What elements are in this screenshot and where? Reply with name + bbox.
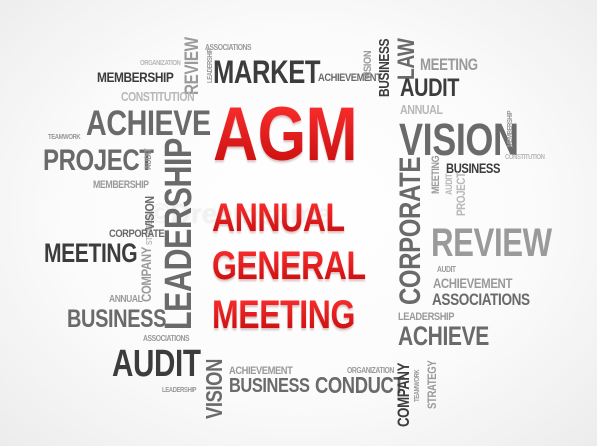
word-meeting-main: MEETING (212, 293, 355, 337)
word-vision-right: VISION (399, 114, 519, 165)
word-review-right: REVIEW (431, 221, 552, 265)
word-audit-vert-right: AUDIT (444, 173, 454, 195)
word-constitution-left: CONSTITUTION (121, 89, 195, 104)
word-audit-small-left: AUDIT (143, 148, 153, 170)
word-business-right: BUSINESS (446, 160, 501, 176)
word-annual-right: ANNUAL (400, 102, 443, 117)
word-company-right: COMPANY (394, 362, 413, 427)
word-organization-bottom: ORGANIZATION (347, 366, 394, 375)
word-general-main: GENERAL (212, 244, 366, 288)
word-annual-main: ANNUAL (212, 196, 345, 240)
word-agm: AGM (213, 92, 358, 177)
word-business-bottom: BUSINESS (229, 375, 310, 397)
word-project-vert-right: PROJECT (454, 172, 468, 216)
word-membership-right: MEMBERSHIP (507, 110, 514, 147)
word-leadership-right: LEADERSHIP (398, 311, 455, 323)
word-annual-left: ANNUAL (109, 294, 143, 305)
word-vision-top-right: VISION (362, 50, 374, 80)
word-conduct-bottom: CONDUCT (315, 372, 405, 398)
word-achievement-right: ACHIEVEMENT (433, 275, 513, 291)
word-business-left: BUSINESS (67, 305, 167, 333)
word-achieve-right: ACHIEVE (398, 321, 489, 351)
word-meeting-vert-right: MEETING (430, 155, 442, 194)
word-organization-top: ORGANIZATION (140, 60, 181, 67)
word-corporate-right: CORPORATE (394, 157, 427, 305)
word-constitution-right: CONSTITUTION (505, 154, 545, 161)
word-audit-right: AUDIT (400, 74, 460, 102)
word-teamwork-left: TEAMWORK (48, 134, 81, 141)
word-meeting-left: MEETING (44, 238, 138, 268)
word-vision-bottom: VISION (201, 359, 227, 419)
word-review-top: REVIEW (182, 37, 203, 95)
word-leadership-bottom: LEADERSHIP (162, 387, 197, 394)
word-corporate-left: CORPORATE (109, 228, 165, 240)
word-achievement-bottom: ACHIEVEMENT (229, 365, 293, 377)
word-teamwork-right: TEAMWORK (414, 369, 421, 402)
word-market: MARKET (213, 54, 321, 90)
word-associations-right: ASSOCIATIONS (432, 290, 530, 309)
word-achievement-top: ACHIEVEMENT (318, 72, 382, 84)
word-vision-small-left: VISION (142, 196, 157, 230)
word-leadership-big: LEADERSHIP (158, 138, 200, 330)
word-audit-small-right: AUDIT (437, 265, 456, 274)
watermark-text: ©Dreamstime (150, 198, 331, 230)
word-associations-top: ASSOCIATIONS (205, 43, 252, 52)
word-project-left: PROJECT (43, 144, 154, 177)
word-achieve-left: ACHIEVE (86, 104, 211, 143)
word-membership-left: MEMBERSHIP (97, 69, 174, 85)
word-audit-left: AUDIT (112, 343, 201, 385)
word-leadership-top: LEADERSHIP (207, 48, 214, 83)
word-business-top-right: BUSINESS (376, 38, 393, 97)
word-associations-left: ASSOCIATIONS (143, 334, 190, 343)
word-meeting-top-right: MEETING (420, 55, 478, 74)
word-strategy-right: STRATEGY (425, 360, 439, 409)
word-membership-small: MEMBERSHIP (93, 179, 149, 191)
